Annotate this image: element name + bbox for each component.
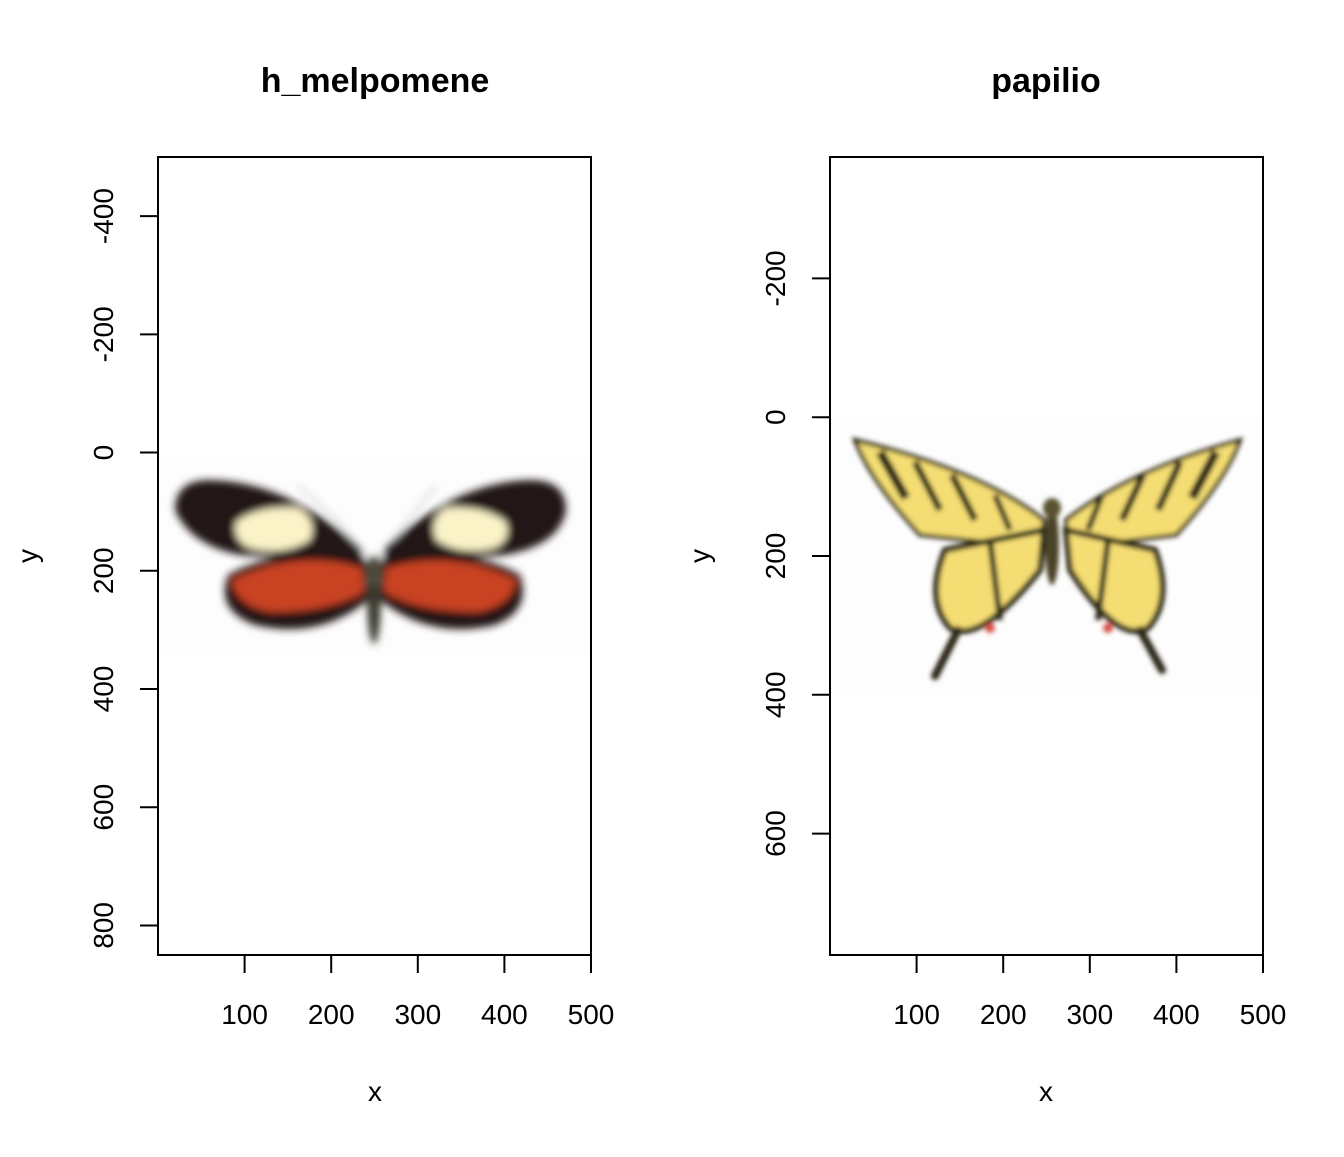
y-tick-label: -400: [88, 188, 119, 244]
left-cream-patch: [235, 507, 313, 551]
x-tick-label: 300: [1066, 999, 1113, 1030]
left-forewing: [851, 437, 1047, 551]
panel-h-melpomene: h_melpomene: [12, 62, 614, 1107]
right-red-band: [384, 560, 516, 612]
x-tick-label: 200: [980, 999, 1027, 1030]
y-axis-label: y: [684, 549, 715, 563]
y-tick-label: 200: [88, 547, 119, 594]
x-tick-label: 500: [1240, 999, 1287, 1030]
left-hindwing: [933, 526, 1048, 635]
y-tick-label: 600: [760, 810, 791, 857]
panel-papilio: papilio: [684, 62, 1286, 1107]
y-tick-label: -200: [760, 250, 791, 306]
y-tick-label: 0: [760, 409, 791, 425]
panel-title: h_melpomene: [261, 62, 490, 100]
y-tick-label: 800: [88, 902, 119, 949]
right-hindwing: [1062, 526, 1166, 635]
butterfly-image-papilio: [830, 418, 1263, 694]
left-red-band: [232, 560, 364, 612]
butterfly-image-h-melpomene: [158, 455, 591, 656]
panel-title: papilio: [991, 62, 1101, 100]
x-tick-label: 400: [1153, 999, 1200, 1030]
x-tick-label: 500: [568, 999, 615, 1030]
x-axis-label: x: [1039, 1076, 1053, 1107]
y-tick-label: 200: [760, 533, 791, 580]
right-forewing: [1063, 437, 1244, 551]
axes-h-melpomene: 100 200 300 400 500 -400 -200 0 200 400 600 800: [88, 188, 614, 1030]
body: [1045, 505, 1059, 585]
y-tick-label: 600: [88, 784, 119, 831]
y-tick-label: 0: [88, 445, 119, 461]
x-tick-label: 100: [893, 999, 940, 1030]
x-tick-label: 200: [308, 999, 355, 1030]
right-cream-patch: [433, 507, 508, 551]
x-axis-label: x: [368, 1076, 382, 1107]
x-tick-label: 400: [481, 999, 528, 1030]
y-tick-label: -200: [88, 306, 119, 362]
y-tick-label: 400: [88, 666, 119, 713]
x-tick-label: 100: [221, 999, 268, 1030]
y-tick-label: 400: [760, 671, 791, 718]
x-tick-label: 300: [394, 999, 441, 1030]
y-axis-label: y: [12, 549, 43, 563]
axes-papilio: 100 200 300 400 500 -200 0 200 400 600: [760, 250, 1286, 1030]
